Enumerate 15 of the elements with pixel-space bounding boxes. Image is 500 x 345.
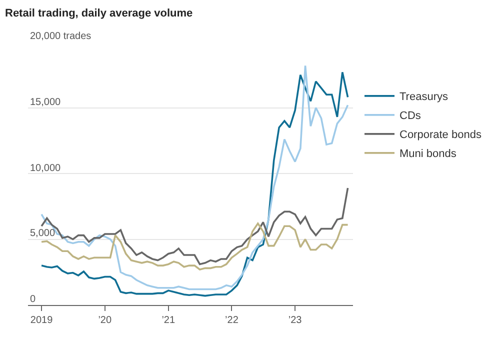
legend-label: Treasurys (400, 91, 448, 104)
legend-label: Muni bonds (400, 148, 457, 160)
x-tick-label: ’21 (162, 315, 176, 326)
y-tick-label: 5,000 (30, 228, 56, 239)
x-tick-label: ’20 (98, 315, 112, 326)
legend-label: CDs (400, 110, 422, 122)
legend-label: Corporate bonds (400, 129, 482, 142)
y-tick-label: 10,000 (30, 163, 62, 174)
x-tick-label: 2019 (30, 315, 54, 326)
y-tick-label: 0 (30, 294, 36, 305)
x-tick-label: ’22 (225, 315, 239, 326)
y-tick-label: 15,000 (30, 97, 62, 108)
x-tick-label: ’23 (288, 315, 302, 326)
chart-title: Retail trading, daily average volume (5, 7, 193, 20)
y-tick-label: 20,000 trades (30, 31, 92, 42)
